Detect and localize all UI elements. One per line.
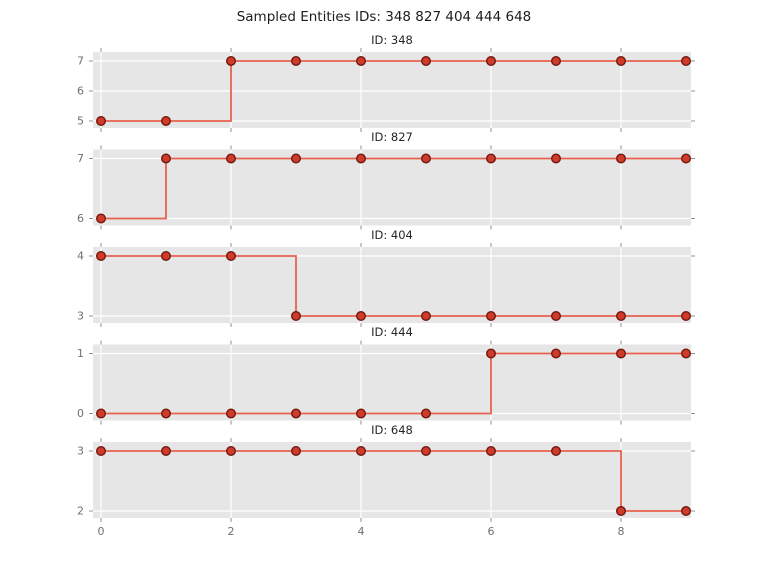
data-point: [225, 408, 236, 419]
data-point: [616, 506, 627, 517]
data-point: [486, 311, 497, 322]
data-point: [486, 446, 497, 457]
subplot-title-4: ID: 444: [371, 325, 413, 339]
data-point: [356, 56, 367, 67]
data-point: [421, 153, 432, 164]
data-point: [291, 56, 302, 67]
data-point: [160, 115, 171, 126]
y-tick-label: 1: [77, 347, 84, 360]
data-point: [421, 56, 432, 67]
data-point: [291, 153, 302, 164]
subplot-title-2: ID: 827: [371, 130, 413, 144]
data-point: [225, 153, 236, 164]
figure-title: Sampled Entities IDs: 348 827 404 444 64…: [236, 9, 532, 25]
data-point: [551, 311, 562, 322]
y-tick-label: 4: [77, 250, 84, 263]
x-tick-label: 8: [618, 525, 625, 538]
y-tick-label: 0: [77, 407, 84, 420]
data-point: [95, 115, 106, 126]
x-tick-label: 2: [228, 525, 235, 538]
x-tick-label: 0: [98, 525, 105, 538]
data-point: [486, 348, 497, 359]
data-point: [291, 446, 302, 457]
data-point: [681, 348, 692, 359]
data-point: [95, 213, 106, 224]
data-point: [160, 153, 171, 164]
plot-panel: [93, 247, 691, 323]
data-point: [160, 408, 171, 419]
data-point: [486, 153, 497, 164]
y-tick-label: 5: [77, 115, 84, 128]
plot-panel: [93, 442, 691, 518]
data-point: [616, 311, 627, 322]
data-point: [681, 311, 692, 322]
y-tick-label: 6: [77, 212, 84, 225]
data-point: [356, 153, 367, 164]
y-tick-label: 7: [77, 55, 84, 68]
data-point: [291, 311, 302, 322]
data-point: [616, 348, 627, 359]
y-tick-label: 7: [77, 152, 84, 165]
data-point: [616, 56, 627, 67]
data-point: [356, 311, 367, 322]
subplot-title-1: ID: 348: [371, 33, 413, 47]
data-point: [551, 348, 562, 359]
data-point: [225, 250, 236, 261]
data-point: [681, 56, 692, 67]
plot-panel: [93, 149, 691, 226]
data-point: [421, 446, 432, 457]
data-point: [356, 446, 367, 457]
data-point: [551, 56, 562, 67]
y-tick-label: 2: [77, 505, 84, 518]
data-point: [95, 250, 106, 261]
data-point: [486, 56, 497, 67]
data-point: [681, 153, 692, 164]
data-point: [616, 153, 627, 164]
data-point: [95, 446, 106, 457]
data-point: [160, 250, 171, 261]
data-point: [225, 446, 236, 457]
y-tick-label: 6: [77, 85, 84, 98]
plot-panel: [93, 344, 691, 421]
data-point: [356, 408, 367, 419]
data-point: [160, 446, 171, 457]
plot-panel: [93, 52, 691, 128]
data-point: [681, 506, 692, 517]
x-tick-label: 6: [488, 525, 495, 538]
subplot-title-3: ID: 404: [371, 228, 413, 242]
data-point: [225, 56, 236, 67]
y-tick-label: 3: [77, 445, 84, 458]
data-point: [291, 408, 302, 419]
data-point: [551, 153, 562, 164]
subplot-title-5: ID: 648: [371, 423, 413, 437]
data-point: [421, 311, 432, 322]
data-point: [551, 446, 562, 457]
y-tick-label: 3: [77, 310, 84, 323]
data-point: [95, 408, 106, 419]
x-tick-label: 4: [358, 525, 365, 538]
data-point: [421, 408, 432, 419]
